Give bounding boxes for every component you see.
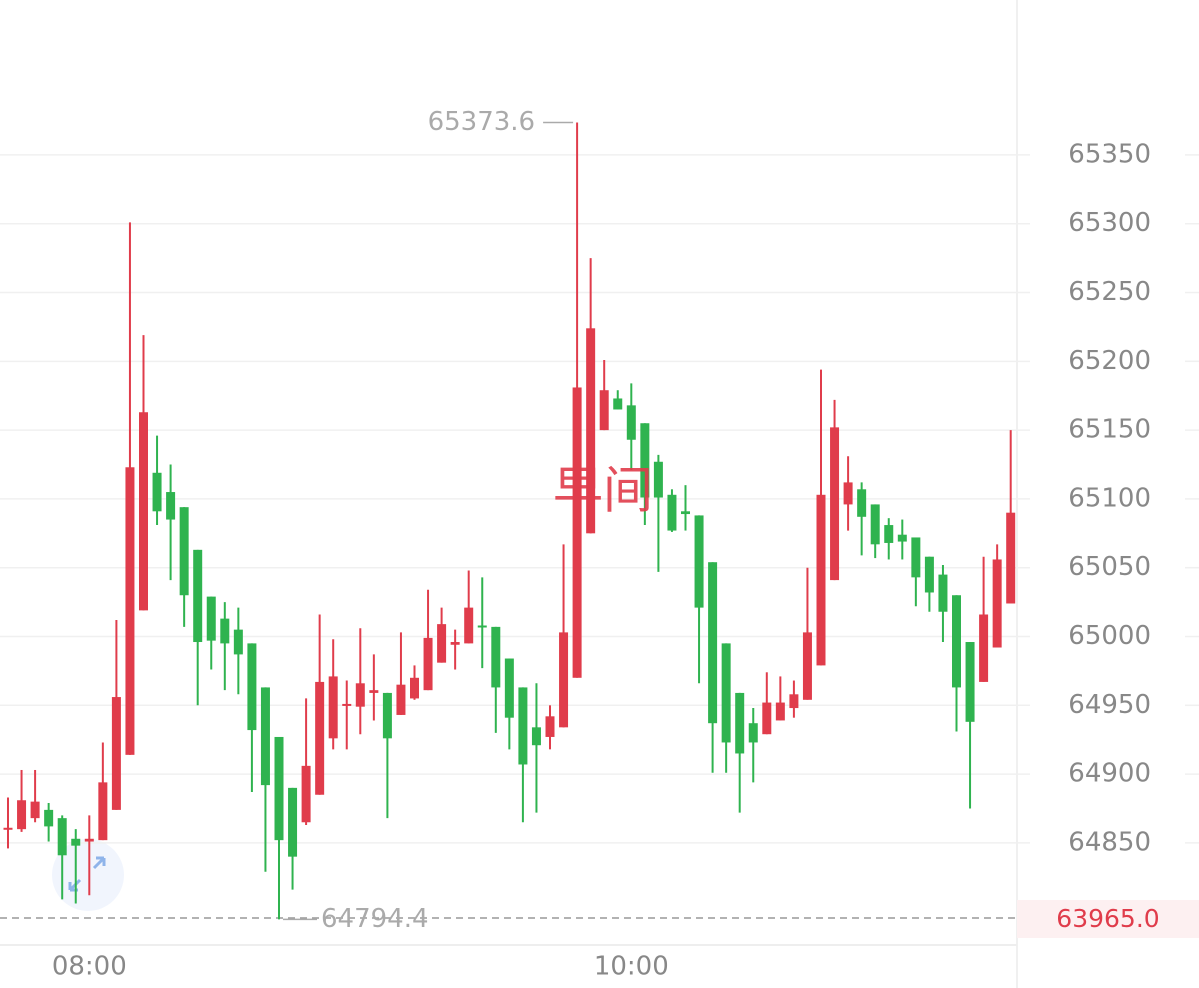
candle-body bbox=[911, 537, 921, 578]
candle-body bbox=[125, 467, 135, 755]
candle-body bbox=[260, 687, 270, 786]
candle-body bbox=[735, 692, 745, 754]
candle-body bbox=[870, 504, 880, 545]
candle-body bbox=[572, 387, 582, 678]
y-tick-label: 64850 bbox=[1068, 827, 1151, 857]
candle-body bbox=[992, 559, 1002, 648]
candle-body bbox=[518, 687, 528, 765]
candle-body bbox=[694, 515, 704, 608]
candle-body bbox=[531, 727, 541, 746]
candle-body bbox=[979, 614, 989, 682]
candle-body bbox=[44, 809, 54, 827]
candle-body bbox=[857, 489, 867, 517]
candle-body bbox=[504, 658, 514, 718]
candle-body bbox=[288, 787, 298, 857]
candle-body bbox=[491, 626, 501, 688]
candle-body bbox=[382, 692, 392, 739]
candle-body bbox=[938, 574, 948, 612]
candle-body bbox=[559, 632, 569, 728]
candle-body bbox=[396, 684, 406, 715]
y-tick-label: 65350 bbox=[1068, 139, 1151, 169]
expand-icon-bg[interactable] bbox=[52, 839, 124, 911]
candle-body bbox=[274, 736, 284, 841]
candle-body bbox=[139, 412, 148, 611]
candle-body bbox=[152, 472, 162, 512]
candle-body bbox=[775, 702, 785, 721]
candle-body bbox=[626, 405, 636, 440]
candle-body bbox=[193, 549, 203, 643]
candle-body bbox=[410, 677, 419, 699]
y-tick-label: 64900 bbox=[1068, 759, 1151, 789]
candle-body bbox=[3, 827, 13, 830]
candle-body bbox=[166, 492, 176, 520]
candle-body bbox=[437, 624, 447, 663]
expand-icon[interactable] bbox=[52, 839, 124, 911]
candles bbox=[3, 122, 1016, 920]
candle-body bbox=[789, 694, 799, 709]
candle-body bbox=[599, 390, 609, 431]
candle-body bbox=[640, 423, 650, 498]
candle-body bbox=[17, 800, 27, 830]
y-tick-label: 65200 bbox=[1068, 346, 1151, 376]
candle-body bbox=[450, 642, 460, 645]
candle-body bbox=[802, 632, 812, 700]
candle-body bbox=[233, 629, 243, 655]
candle-body bbox=[423, 637, 433, 691]
candle-body bbox=[762, 702, 772, 735]
candle-body bbox=[653, 461, 663, 498]
candle-body bbox=[206, 596, 216, 641]
candle-body bbox=[71, 838, 81, 846]
candle-body bbox=[884, 525, 894, 543]
candle-body bbox=[179, 507, 189, 596]
y-tick-label: 65150 bbox=[1068, 415, 1151, 445]
y-tick-label: 65050 bbox=[1068, 552, 1151, 582]
candle-body bbox=[84, 838, 94, 842]
candle-body bbox=[721, 643, 731, 743]
candle-body bbox=[816, 494, 826, 666]
candle-body bbox=[98, 782, 108, 841]
y-tick-label: 65250 bbox=[1068, 277, 1151, 307]
last-price-box bbox=[1017, 900, 1199, 938]
candle-body bbox=[220, 618, 230, 644]
candle-body bbox=[355, 683, 365, 707]
candle-body bbox=[952, 595, 961, 688]
y-tick-label: 65000 bbox=[1068, 621, 1151, 651]
candle-body bbox=[328, 676, 338, 739]
candle-body bbox=[924, 556, 934, 593]
candle-body bbox=[57, 818, 67, 856]
candle-body bbox=[247, 643, 257, 731]
y-tick-label: 65100 bbox=[1068, 483, 1151, 513]
candle-body bbox=[464, 607, 474, 644]
candle-body bbox=[667, 494, 677, 531]
y-tick-label: 64950 bbox=[1068, 690, 1151, 720]
candle-body bbox=[477, 625, 487, 628]
candle-body bbox=[1006, 512, 1016, 604]
candle-body bbox=[965, 642, 975, 722]
candle-body bbox=[748, 723, 758, 743]
x-tick-label: 08:00 bbox=[52, 952, 127, 982]
candle-body bbox=[681, 511, 690, 515]
min-label: 64794.4 bbox=[321, 904, 429, 934]
candle-body bbox=[830, 427, 840, 581]
x-tick-label: 10:00 bbox=[594, 952, 669, 982]
candle-body bbox=[613, 398, 623, 410]
candle-body bbox=[843, 482, 853, 505]
candle-body bbox=[586, 328, 596, 534]
candle-body bbox=[897, 534, 907, 542]
candle-body bbox=[545, 716, 555, 737]
last-price-label: 63965.0 bbox=[1056, 904, 1159, 933]
candle-body bbox=[111, 697, 121, 810]
candle-body bbox=[342, 703, 352, 706]
candle-body bbox=[301, 765, 311, 823]
watermark: 早间 bbox=[553, 462, 653, 520]
y-tick-label: 65300 bbox=[1068, 208, 1151, 238]
candle-body bbox=[315, 681, 325, 795]
candle-body bbox=[708, 562, 718, 724]
candle-body bbox=[30, 801, 40, 819]
max-label: 65373.6 bbox=[428, 107, 536, 137]
candle-body bbox=[369, 690, 379, 693]
